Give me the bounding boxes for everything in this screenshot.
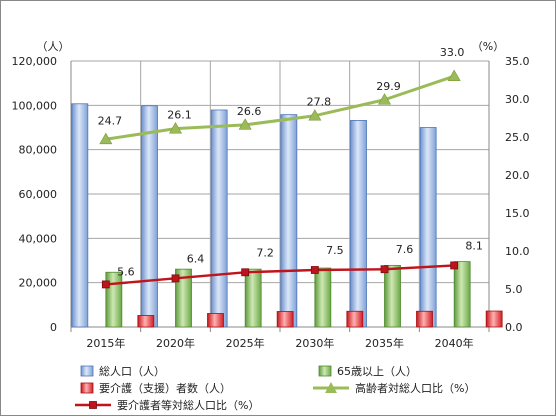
marker-triangle — [377, 93, 392, 105]
bar-age-65-plus — [314, 267, 332, 328]
marker-triangle — [168, 122, 183, 134]
marker-triangle — [308, 109, 322, 121]
data-label-care-ratio: 6.4 — [187, 252, 205, 265]
bar-age-65-plus — [384, 264, 401, 328]
legend-label: 65歳以上（人） — [337, 365, 417, 378]
data-label-care-ratio: 5.6 — [117, 265, 135, 278]
y-left-tick-label: 0 — [50, 321, 57, 334]
marker-square — [380, 265, 389, 274]
y-right-tick-label: 20.0 — [505, 169, 530, 182]
data-labels: 24.7 26.1 26.6 27.8 29.9 33.0 5.6 6.4 7.2 7.5 7.6 8… — [98, 46, 483, 278]
marker-square — [171, 274, 180, 283]
data-label-care-ratio: 7.2 — [256, 246, 274, 259]
bar-care-recipients — [137, 315, 155, 328]
marker-square — [310, 266, 319, 274]
y-right-tick-label: 30.0 — [505, 93, 530, 106]
bar-total-population — [350, 120, 367, 328]
bar-care-recipients — [207, 313, 224, 328]
legend-label: 高齢者対総人口比（%） — [355, 381, 475, 395]
legend-swatch-care-recipients — [80, 382, 94, 394]
y-left-tick-label: 120,000 — [12, 55, 58, 68]
data-label-care-ratio: 7.5 — [326, 244, 344, 257]
y-right-unit-label: （%） — [472, 40, 504, 53]
x-tick-label: 2030年 — [295, 336, 334, 350]
bar-care-recipients — [416, 310, 433, 328]
y-right-tick-label: 5.0 — [505, 283, 523, 296]
bar-total-population — [71, 103, 89, 328]
axes: 0 20,000 40,000 60,000 80,000 100,000 120,000 0… — [12, 40, 530, 350]
data-label-elderly-ratio: 27.8 — [307, 96, 332, 109]
data-label-elderly-ratio: 33.0 — [440, 46, 465, 59]
data-label-care-ratio: 7.6 — [396, 243, 414, 256]
line-care-ratio — [105, 264, 455, 286]
bar-age-65-plus — [105, 271, 123, 328]
y-left-tick-label: 100,000 — [12, 99, 58, 112]
bar-total-population — [141, 105, 158, 328]
bar-age-65-plus — [175, 268, 192, 328]
y-left-tick-label: 40,000 — [19, 232, 58, 245]
y-left-tick-label: 80,000 — [19, 144, 58, 157]
legend: 総人口（人） 65歳以上（人） 要介護（支援）者数（人） 高齢者対総人口比（%） 要介護… — [75, 364, 475, 412]
marker-triangle — [447, 69, 461, 81]
line-elderly-ratio — [105, 74, 455, 141]
legend-swatch-age-65-plus — [318, 365, 332, 377]
bar-care-recipients — [485, 310, 503, 328]
y-right-tick-label: 25.0 — [505, 131, 530, 144]
x-tick-label: 2025年 — [226, 336, 265, 350]
bar-total-population — [419, 127, 437, 328]
bar-age-65-plus — [244, 268, 262, 328]
data-label-care-ratio: 8.1 — [465, 239, 483, 252]
legend-label: 総人口（人） — [99, 364, 165, 378]
marker-square — [450, 261, 459, 270]
legend-label: 要介護者等対総人口比（%） — [117, 398, 259, 412]
x-tick-label: 2015年 — [86, 336, 125, 350]
x-tick-label: 2040年 — [435, 336, 474, 350]
data-label-elderly-ratio: 29.9 — [376, 80, 401, 93]
marker-square — [101, 280, 110, 289]
bars — [71, 103, 503, 328]
data-label-elderly-ratio: 26.6 — [237, 105, 262, 118]
marker-square — [241, 268, 250, 277]
data-label-elderly-ratio: 24.7 — [98, 114, 123, 127]
y-right-tick-label: 10.0 — [505, 245, 530, 258]
legend-marker-square — [89, 401, 97, 409]
bar-care-recipients — [346, 310, 364, 328]
lines — [99, 69, 461, 289]
data-label-elderly-ratio: 26.1 — [167, 109, 192, 122]
y-right-tick-label: 0.0 — [505, 321, 523, 334]
bar-total-population — [210, 109, 228, 328]
y-right-tick-label: 35.0 — [505, 55, 530, 68]
y-left-unit-label: （人） — [37, 40, 70, 53]
legend-swatch-total-population — [80, 365, 94, 377]
legend-marker-triangle — [325, 382, 337, 393]
marker-triangle — [99, 132, 113, 145]
legend-label: 要介護（支援）者数（人） — [99, 381, 231, 395]
x-tick-label: 2035年 — [365, 336, 404, 350]
bar-total-population — [280, 114, 298, 328]
x-tick-label: 2020年 — [156, 336, 195, 350]
bar-age-65-plus — [453, 261, 471, 328]
bar-care-recipients — [276, 311, 294, 328]
y-left-tick-label: 60,000 — [19, 188, 58, 201]
y-left-tick-label: 20,000 — [19, 277, 58, 290]
marker-triangle — [238, 118, 252, 130]
y-right-tick-label: 15.0 — [505, 207, 530, 220]
